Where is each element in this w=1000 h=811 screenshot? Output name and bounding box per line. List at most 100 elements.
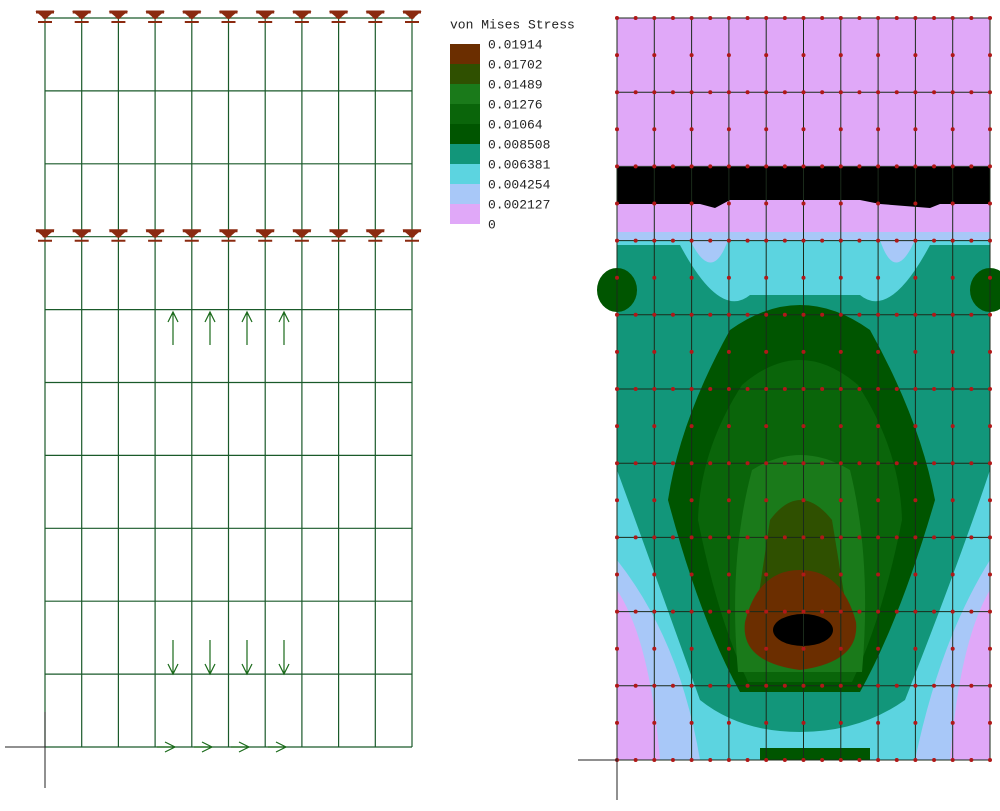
node	[652, 424, 657, 429]
node	[726, 16, 731, 20]
node	[950, 275, 955, 280]
legend: 0.01914 0.01702 0.01489 0.01276 0.01064 0.008…	[450, 37, 551, 232]
node	[838, 461, 843, 466]
node	[782, 16, 787, 20]
node	[876, 90, 881, 95]
node	[988, 201, 992, 206]
node	[876, 238, 881, 243]
legend-label: 0.01914	[488, 37, 543, 52]
node	[950, 349, 955, 354]
node	[988, 387, 992, 391]
node	[652, 683, 657, 688]
legend-label: 0.01489	[488, 77, 543, 92]
node	[726, 683, 731, 688]
node	[988, 461, 992, 466]
node	[838, 609, 843, 614]
node	[764, 535, 769, 540]
node	[782, 90, 787, 95]
support	[115, 13, 122, 19]
node	[876, 164, 881, 169]
support	[335, 13, 342, 19]
node	[670, 609, 675, 614]
support	[298, 13, 305, 19]
node	[652, 312, 657, 317]
legend-label: 0.01702	[488, 57, 543, 72]
node	[838, 646, 843, 651]
mesh-left	[35, 10, 422, 748]
node	[745, 609, 750, 614]
node	[894, 387, 899, 391]
node	[820, 683, 825, 688]
arrow-down	[167, 640, 290, 676]
node	[820, 312, 825, 317]
axes	[5, 712, 618, 800]
node	[988, 349, 992, 354]
legend-swatch	[450, 144, 480, 164]
node	[950, 424, 955, 429]
node	[764, 646, 769, 651]
node	[894, 90, 899, 95]
node	[689, 349, 694, 354]
node	[745, 312, 750, 317]
node	[801, 16, 806, 20]
node	[932, 461, 937, 466]
node	[950, 720, 955, 725]
legend-label: 0.004254	[488, 177, 551, 192]
node	[988, 535, 992, 540]
node	[782, 461, 787, 466]
legend-label: 0.002127	[488, 197, 550, 212]
node	[838, 90, 843, 95]
node	[950, 683, 955, 688]
node	[764, 758, 769, 762]
contour-band	[760, 748, 870, 760]
node	[745, 16, 750, 20]
node	[615, 461, 619, 466]
node	[838, 238, 843, 243]
node	[838, 127, 843, 132]
node	[876, 201, 881, 206]
node	[670, 683, 675, 688]
node	[857, 90, 862, 95]
node	[689, 312, 694, 317]
node	[988, 720, 992, 725]
node	[838, 164, 843, 169]
node	[764, 16, 769, 20]
node	[633, 312, 638, 317]
node	[801, 387, 806, 391]
node	[615, 646, 619, 651]
node	[988, 53, 992, 58]
node	[745, 758, 750, 762]
support	[409, 13, 415, 19]
support	[152, 13, 159, 19]
node	[633, 609, 638, 614]
node	[950, 387, 955, 391]
legend-swatch	[450, 204, 480, 224]
node	[726, 720, 731, 725]
node	[857, 16, 862, 20]
node	[708, 387, 713, 391]
node	[838, 535, 843, 540]
node	[913, 275, 918, 280]
node	[838, 498, 843, 503]
node	[932, 312, 937, 317]
node	[820, 16, 825, 20]
node	[726, 238, 731, 243]
node	[857, 312, 862, 317]
node	[615, 535, 619, 540]
node	[801, 238, 806, 243]
node	[689, 275, 694, 280]
node	[615, 387, 619, 391]
node	[782, 387, 787, 391]
node	[820, 609, 825, 614]
node	[801, 498, 806, 503]
node	[913, 387, 918, 391]
node	[913, 572, 918, 577]
legend-swatch	[450, 64, 480, 84]
node	[820, 164, 825, 169]
node	[652, 572, 657, 577]
node	[950, 312, 955, 317]
arrow-up	[167, 310, 290, 345]
node	[745, 387, 750, 391]
node	[726, 646, 731, 651]
node	[652, 720, 657, 725]
